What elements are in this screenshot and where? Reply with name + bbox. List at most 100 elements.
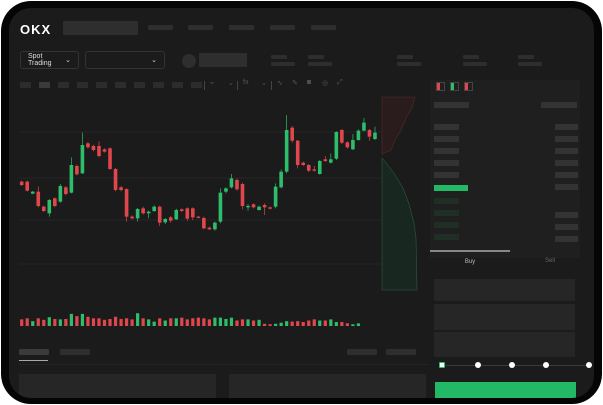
orders-card xyxy=(229,374,426,398)
indicator-icon[interactable]: fx xyxy=(243,79,249,86)
orderbook-both-icon[interactable] xyxy=(436,82,445,91)
candle-body xyxy=(19,181,24,185)
candle-body xyxy=(97,146,101,156)
stat-value xyxy=(463,62,487,66)
volume-bar xyxy=(257,319,261,326)
ask-amount xyxy=(555,184,578,190)
nav-item[interactable] xyxy=(188,25,213,30)
volume-bar xyxy=(180,317,184,326)
nav-item[interactable] xyxy=(148,25,173,30)
candle-body xyxy=(251,204,256,208)
chevron-down-icon[interactable]: ⌄ xyxy=(261,80,267,87)
timeframe-button[interactable] xyxy=(20,82,31,88)
bid-price xyxy=(434,234,459,240)
timeframe-button[interactable] xyxy=(39,82,50,88)
slider-step-100[interactable] xyxy=(586,362,592,368)
candlestick-chart[interactable] xyxy=(9,8,594,398)
volume-bar xyxy=(47,317,51,326)
market-type-select[interactable]: Spot Trading ⌄ xyxy=(20,51,79,69)
stat-label xyxy=(308,55,324,59)
nav-item[interactable] xyxy=(311,25,336,30)
chevron-down-icon[interactable]: ⌄ xyxy=(228,80,234,87)
candle-type-icon[interactable]: ⌁ xyxy=(210,80,215,87)
candle-body xyxy=(340,130,344,143)
volume-bar xyxy=(240,319,245,326)
candle-body xyxy=(367,130,372,137)
candle-body xyxy=(202,218,206,229)
candle-body xyxy=(235,180,239,190)
volume-bar xyxy=(323,320,327,326)
stat-value xyxy=(397,62,421,66)
volume-bar xyxy=(196,317,200,326)
candle-body xyxy=(41,206,46,211)
settings-icon[interactable]: ◎ xyxy=(322,80,329,87)
stat-value xyxy=(308,62,332,66)
filter-button[interactable] xyxy=(386,349,416,355)
slider-step-25[interactable] xyxy=(475,362,481,368)
nav-item[interactable] xyxy=(270,25,295,30)
volume-bar xyxy=(64,318,68,326)
total-input[interactable] xyxy=(434,332,575,357)
volume-bar xyxy=(229,317,234,326)
timeframe-button[interactable] xyxy=(191,82,202,88)
bid-amount xyxy=(555,236,578,242)
volume-bar xyxy=(285,321,289,326)
volume-bar xyxy=(113,316,118,326)
draw-icon[interactable]: ✎ xyxy=(292,80,298,87)
candle-body xyxy=(224,188,228,192)
tab-buy[interactable]: Buy xyxy=(430,250,510,272)
volume-bar xyxy=(218,317,223,326)
timeframe-button[interactable] xyxy=(77,82,88,88)
candle-body xyxy=(30,191,35,194)
okx-logo[interactable]: OKX xyxy=(20,22,52,37)
timeframe-button[interactable] xyxy=(134,82,145,88)
trend-line-icon[interactable]: ∿ xyxy=(277,80,283,87)
camera-icon[interactable]: ◙ xyxy=(307,79,312,86)
timeframe-button[interactable] xyxy=(153,82,164,88)
timeframe-button[interactable] xyxy=(172,82,183,88)
price-input[interactable] xyxy=(434,279,575,301)
volume-bar xyxy=(262,323,267,326)
candle-body xyxy=(290,127,294,141)
candle-body xyxy=(152,206,156,211)
search-bar[interactable] xyxy=(63,21,138,35)
candle-body xyxy=(130,216,134,219)
tab-sell[interactable]: Sell xyxy=(544,258,555,264)
volume-bar xyxy=(340,322,344,326)
timeframe-button[interactable] xyxy=(58,82,69,88)
slider-handle[interactable] xyxy=(439,362,445,368)
volume-bar xyxy=(246,319,250,326)
stat-value xyxy=(518,62,542,66)
amount-slider[interactable] xyxy=(439,362,592,368)
orderbook-bids-icon[interactable] xyxy=(450,82,459,91)
pair-price xyxy=(199,53,247,67)
orderbook-header xyxy=(541,102,577,108)
buy-button[interactable] xyxy=(435,382,576,398)
ask-price xyxy=(434,136,459,142)
volume-bar xyxy=(185,319,189,326)
divider xyxy=(19,364,430,365)
slider-step-50[interactable] xyxy=(509,362,515,368)
tab-order-history[interactable] xyxy=(60,349,90,355)
depth-bids-area xyxy=(381,157,418,291)
volume-bar xyxy=(53,318,57,326)
candle-body xyxy=(157,206,162,223)
orderbook-asks-icon[interactable] xyxy=(464,82,473,91)
candle-body xyxy=(80,145,85,174)
ask-amount xyxy=(555,172,578,178)
timeframe-button[interactable] xyxy=(115,82,126,88)
nav-item[interactable] xyxy=(229,25,254,30)
amount-input[interactable] xyxy=(434,304,575,330)
slider-step-75[interactable] xyxy=(543,362,549,368)
pair-select[interactable]: ⌄ xyxy=(85,51,165,69)
volume-bar xyxy=(279,322,283,326)
tab-open-orders[interactable] xyxy=(19,349,49,355)
volume-bar xyxy=(312,319,316,326)
bid-price xyxy=(434,210,459,216)
filter-button[interactable] xyxy=(347,349,377,355)
candle-body xyxy=(119,187,123,190)
fullscreen-icon[interactable]: ⤢ xyxy=(337,79,343,86)
bid-amount xyxy=(555,224,578,230)
volume-bar xyxy=(345,323,349,326)
timeframe-button[interactable] xyxy=(96,82,107,88)
